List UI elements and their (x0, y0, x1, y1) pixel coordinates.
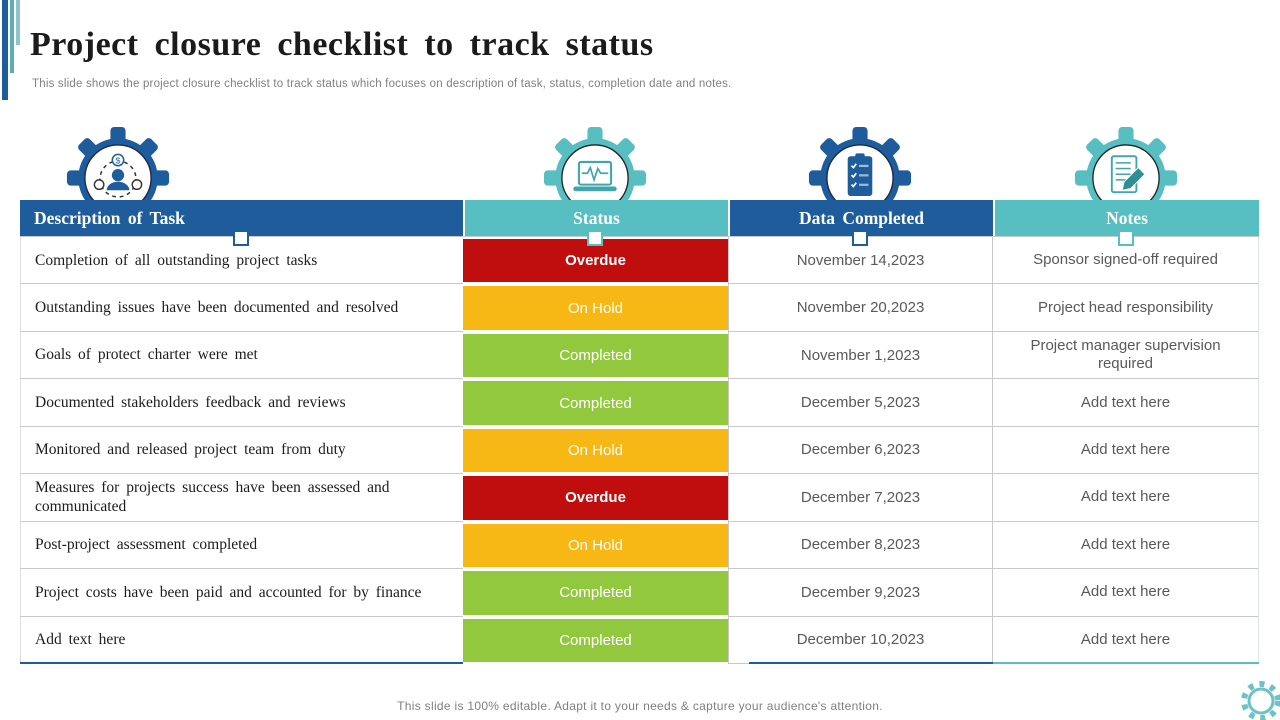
table-row: Outstanding issues have been documented … (20, 284, 1259, 332)
note-cell: Add text here (993, 569, 1259, 617)
task-cell: Outstanding issues have been documented … (20, 284, 463, 332)
connector-square (587, 230, 603, 246)
connector-square (233, 230, 249, 246)
note-cell: Add text here (993, 616, 1259, 664)
table-row: Add text here Completed December 10,2023 Ad… (20, 616, 1259, 664)
task-cell: Measures for projects success have been … (20, 474, 463, 522)
notepad-pencil-gear-icon (1074, 126, 1178, 230)
table-row: Completion of all outstanding project ta… (20, 237, 1259, 285)
table-row: Goals of protect charter were met Complet… (20, 331, 1259, 380)
task-cell: Monitored and released project team from… (20, 426, 463, 475)
table-header: Description of Task Status Data Complete… (20, 200, 1259, 236)
task-cell: Add text here (20, 616, 463, 664)
status-badge: Completed (463, 616, 728, 664)
note-cell: Add text here (993, 521, 1259, 570)
accent-bar (10, 0, 14, 73)
note-cell: Project manager supervision required (993, 331, 1259, 380)
slide-subtitle: This slide shows the project closure che… (32, 78, 732, 90)
connector-square (1118, 230, 1134, 246)
table-row: Monitored and released project team from… (20, 426, 1259, 475)
date-completed-cell: December 7,2023 (728, 474, 993, 522)
date-completed-cell: November 1,2023 (728, 331, 993, 380)
task-cell: Post-project assessment completed (20, 521, 463, 570)
date-completed-cell: December 10,2023 (728, 616, 993, 664)
status-badge: Completed (463, 331, 728, 380)
date-completed-cell: December 5,2023 (728, 379, 993, 427)
table-row: Documented stakeholders feedback and rev… (20, 379, 1259, 427)
status-badge: On Hold (463, 284, 728, 332)
date-completed-cell: November 20,2023 (728, 284, 993, 332)
status-badge: Overdue (463, 474, 728, 522)
task-cell: Goals of protect charter were met (20, 331, 463, 380)
task-cell: Project costs have been paid and account… (20, 569, 463, 617)
status-badge: On Hold (463, 426, 728, 475)
date-completed-cell: December 8,2023 (728, 521, 993, 570)
checklist-table-body: Completion of all outstanding project ta… (20, 236, 1259, 664)
table-row: Post-project assessment completed On Hold… (20, 521, 1259, 570)
checklist-gear-icon (808, 126, 912, 230)
table-bottom-accent (749, 662, 993, 664)
task-cell: Documented stakeholders feedback and rev… (20, 379, 463, 427)
table-bottom-accent (993, 662, 1259, 664)
svg-text:$: $ (116, 155, 121, 165)
corner-gear-icon (1241, 681, 1280, 720)
note-cell: Add text here (993, 474, 1259, 522)
accent-bar (2, 0, 8, 100)
table-bottom-accent (20, 662, 463, 664)
connector-square (852, 230, 868, 246)
note-cell: Project head responsibility (993, 284, 1259, 332)
date-completed-cell: December 9,2023 (728, 569, 993, 617)
status-badge: On Hold (463, 521, 728, 570)
page-title: Project closure checklist to track statu… (30, 26, 654, 63)
table-row: Project costs have been paid and account… (20, 569, 1259, 617)
accent-bar (16, 0, 20, 45)
status-badge: Completed (463, 379, 728, 427)
note-cell: Add text here (993, 426, 1259, 475)
date-completed-cell: December 6,2023 (728, 426, 993, 475)
column-header-status: Status (463, 200, 728, 236)
table-row: Measures for projects success have been … (20, 474, 1259, 522)
note-cell: Add text here (993, 379, 1259, 427)
slide-footer-note: This slide is 100% editable. Adapt it to… (397, 699, 883, 713)
status-badge: Completed (463, 569, 728, 617)
